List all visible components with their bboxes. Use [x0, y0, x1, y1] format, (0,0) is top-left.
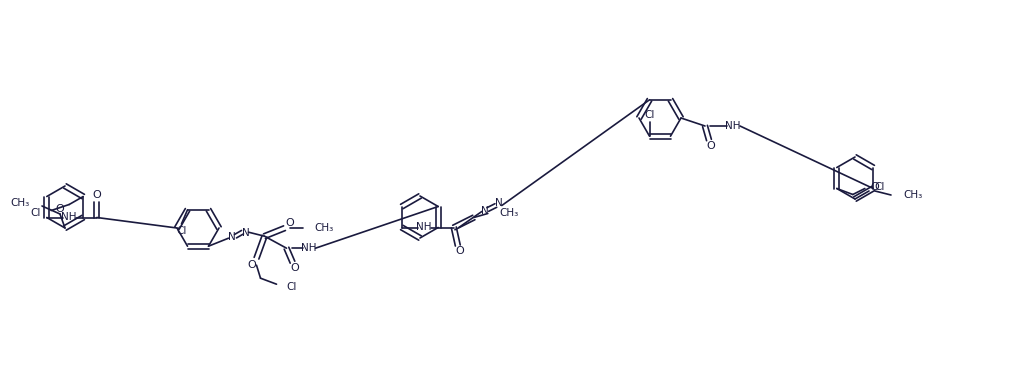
Text: N: N — [495, 198, 503, 208]
Text: O: O — [285, 218, 294, 228]
Text: O: O — [456, 246, 464, 256]
Text: CH₃: CH₃ — [903, 190, 922, 200]
Text: O: O — [290, 263, 298, 273]
Text: O: O — [707, 141, 715, 151]
Text: O: O — [56, 204, 65, 214]
Text: CH₃: CH₃ — [500, 209, 519, 219]
Text: N: N — [481, 207, 489, 216]
Text: Cl: Cl — [176, 226, 186, 236]
Text: NH: NH — [725, 121, 741, 131]
Text: CH₃: CH₃ — [10, 198, 30, 208]
Text: O: O — [93, 190, 101, 201]
Text: Cl: Cl — [875, 182, 885, 192]
Text: NH: NH — [416, 222, 431, 232]
Text: NH: NH — [300, 243, 316, 253]
Text: Cl: Cl — [286, 282, 297, 292]
Text: Cl: Cl — [644, 110, 654, 120]
Text: O: O — [871, 182, 880, 192]
Text: Cl: Cl — [31, 209, 41, 219]
Text: N: N — [227, 232, 236, 242]
Text: CH₃: CH₃ — [315, 223, 333, 233]
Text: O: O — [247, 260, 256, 270]
Text: N: N — [242, 228, 249, 238]
Text: NH: NH — [61, 213, 76, 222]
